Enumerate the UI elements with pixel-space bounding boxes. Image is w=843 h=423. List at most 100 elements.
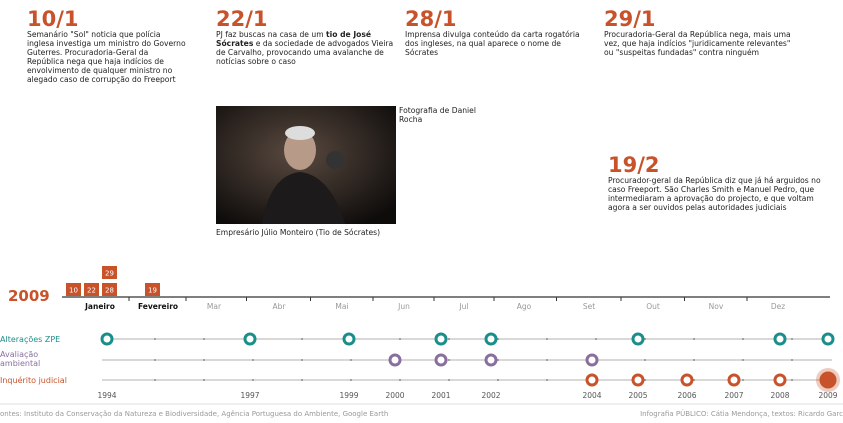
event-text-bold: tio de José Sócrates <box>216 30 372 48</box>
track-dot <box>546 379 548 381</box>
day-box <box>102 266 117 279</box>
year-label: 1999 <box>339 391 358 400</box>
event-text: Procurador-geral da República diz que já… <box>608 176 821 212</box>
track-event <box>631 373 645 387</box>
track-dot <box>791 338 793 340</box>
track-dot <box>301 359 303 361</box>
event-date: 22/1 <box>216 7 268 31</box>
year-label: 2000 <box>385 391 404 400</box>
track-dot <box>742 338 744 340</box>
track-dot <box>497 359 499 361</box>
event-text: Procuradoria-Geral da República nega, ma… <box>604 30 791 57</box>
track-dot <box>644 359 646 361</box>
month-label: Fevereiro <box>138 302 178 311</box>
track-event <box>585 373 599 387</box>
track-dot <box>252 379 254 381</box>
month-label: Ago <box>517 302 532 311</box>
photo <box>216 106 396 224</box>
year-label: 1994 <box>97 391 116 400</box>
year-label: 2007 <box>724 391 743 400</box>
track-dot <box>399 338 401 340</box>
track-event <box>819 371 837 389</box>
track-event <box>773 332 787 346</box>
track-dot <box>693 379 695 381</box>
track-dot <box>301 338 303 340</box>
track-dot <box>448 359 450 361</box>
event: 28/1 Imprensa divulga conteúdo da carta … <box>405 7 585 58</box>
track-event <box>585 353 599 367</box>
track-dot <box>693 359 695 361</box>
track-dot <box>203 359 205 361</box>
track-event <box>773 373 787 387</box>
event: 22/1 PJ faz buscas na casa de um tio de … <box>216 7 394 67</box>
track-dot <box>350 359 352 361</box>
day-box <box>102 283 117 296</box>
track-dot <box>742 379 744 381</box>
track-event <box>434 332 448 346</box>
day-label: 28 <box>105 287 114 295</box>
track-dot <box>546 338 548 340</box>
event: 19/2 Procurador-geral da República diz q… <box>608 153 828 213</box>
event-date: 10/1 <box>27 7 79 31</box>
track-dot <box>399 379 401 381</box>
event-date: 28/1 <box>405 7 457 31</box>
track-dot <box>448 338 450 340</box>
track-dot <box>203 338 205 340</box>
photo-credit: Fotografia de Daniel Rocha <box>399 106 476 124</box>
track-event <box>727 373 741 387</box>
month-label: Abr <box>273 302 287 311</box>
track-event <box>631 332 645 346</box>
track-event <box>821 332 835 346</box>
year-label: 2004 <box>582 391 601 400</box>
track-dot <box>791 379 793 381</box>
track-event <box>243 332 257 346</box>
timeline-year: 2009 <box>8 287 50 305</box>
footer-sources: ontes: Instituto da Conservação da Natur… <box>0 410 388 418</box>
month-label: Jul <box>458 302 468 311</box>
footer-credits: Infografia PÚBLICO: Cátia Mendonça, text… <box>640 409 843 418</box>
event: 29/1 Procuradoria-Geral da República neg… <box>604 7 794 58</box>
year-label: 2005 <box>628 391 647 400</box>
day-box <box>84 283 99 296</box>
event-date: 19/2 <box>608 153 660 177</box>
month-label: Set <box>583 302 595 311</box>
track-dot <box>154 338 156 340</box>
month-label: Janeiro <box>84 302 115 311</box>
track-dot <box>742 359 744 361</box>
track-dot <box>448 379 450 381</box>
track-dot <box>644 379 646 381</box>
event-date: 29/1 <box>604 7 656 31</box>
track-dot <box>693 338 695 340</box>
event: 10/1 Semanário "Sol" noticia que polícia… <box>27 7 187 85</box>
day-box <box>145 283 160 296</box>
year-label: 2009 <box>818 391 837 400</box>
month-label: Dez <box>771 302 785 311</box>
month-label: Mai <box>335 302 348 311</box>
track-label: Inquérito judicial <box>0 375 67 385</box>
track-event <box>342 332 356 346</box>
photo-caption: Empresário Júlio Monteiro (Tio de Sócrat… <box>216 228 381 237</box>
track-label: Avaliação ambiental <box>0 350 40 368</box>
day-label: 29 <box>105 270 114 278</box>
month-label: Out <box>646 302 660 311</box>
event-text: e da sociedade de advogados Vieira de Ca… <box>216 39 394 66</box>
track-dot <box>546 359 548 361</box>
day-label: 10 <box>69 287 78 295</box>
year-label: 2006 <box>677 391 696 400</box>
track-event <box>388 353 402 367</box>
year-label: 2002 <box>481 391 500 400</box>
track-event <box>100 332 114 346</box>
track-dot <box>203 379 205 381</box>
day-label: 22 <box>87 287 96 295</box>
track-dot <box>154 359 156 361</box>
event-text: PJ faz buscas na casa de um <box>216 30 327 39</box>
track-dot <box>644 338 646 340</box>
track-dot <box>497 379 499 381</box>
track-dot <box>791 359 793 361</box>
track-event <box>484 353 498 367</box>
track-dot <box>252 359 254 361</box>
track-dot <box>595 338 597 340</box>
track-dot <box>497 338 499 340</box>
day-box <box>66 283 81 296</box>
